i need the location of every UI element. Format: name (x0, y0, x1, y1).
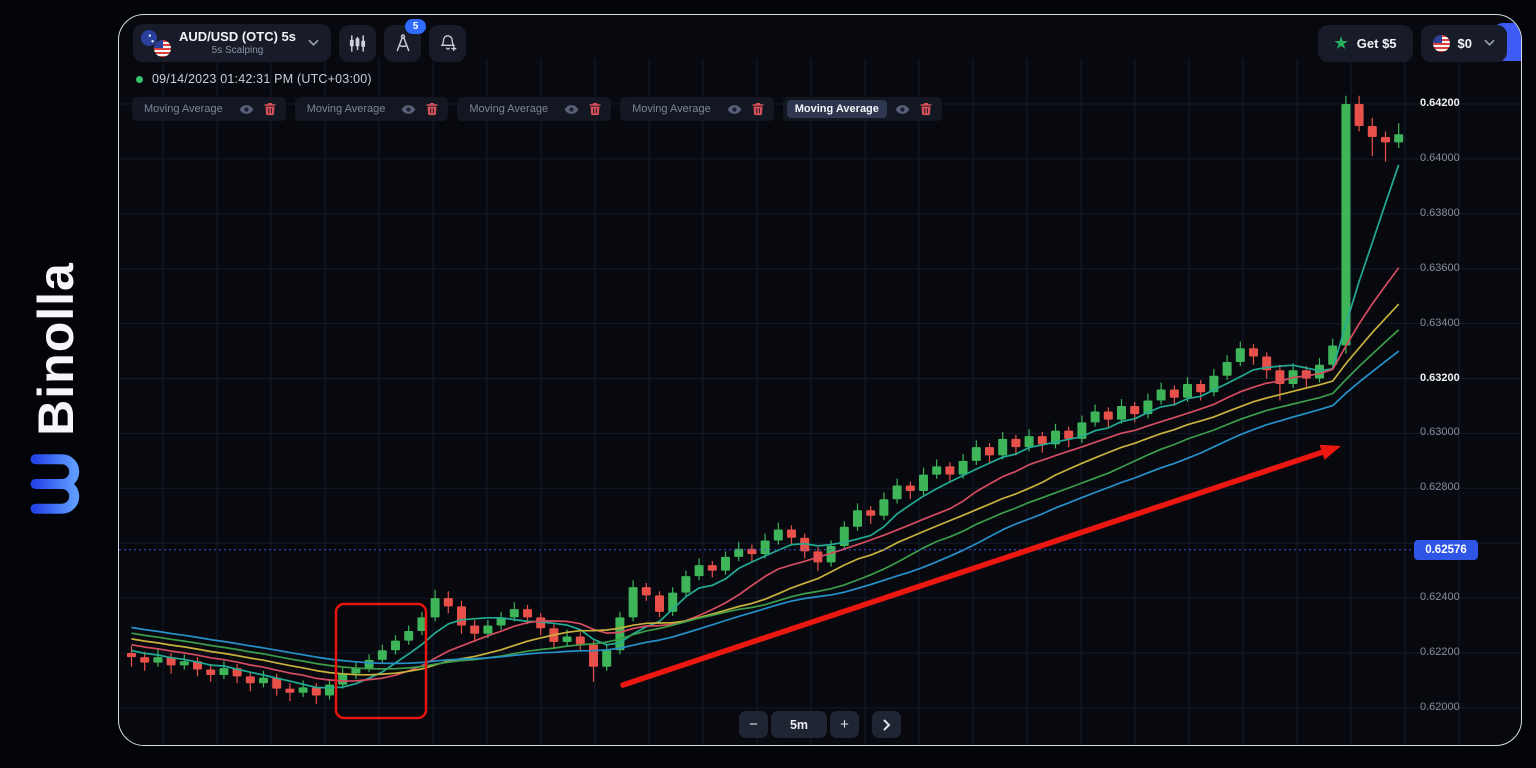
balance-amount: $0 (1457, 35, 1472, 51)
chart-toolbar: AUD/USD (OTC) 5s 5s Scalping 5 (119, 15, 1521, 71)
visibility-eye-icon[interactable] (893, 104, 912, 115)
price-tick-label: 0.62200 (1420, 646, 1460, 658)
drawing-tools-icon (396, 34, 409, 52)
ma-line (131, 329, 1400, 670)
usa-flag-icon (154, 40, 171, 57)
indicator-chip-label: Moving Average (144, 103, 223, 115)
pair-flags-icon (141, 28, 171, 58)
timeframe-controls: − 5m + (739, 711, 901, 738)
delete-trash-icon[interactable] (750, 102, 766, 116)
usa-flag-icon (1432, 34, 1450, 52)
price-tick-label: 0.62000 (1420, 700, 1460, 713)
chart-type-button[interactable] (339, 24, 377, 62)
candles-layer (127, 95, 1404, 704)
delete-trash-icon[interactable] (262, 102, 278, 116)
indicator-chip-label: Moving Average (632, 103, 711, 115)
trend-arrow-head (1319, 444, 1341, 460)
indicator-chips-row: Moving Average Moving Average Moving Avera… (132, 97, 942, 121)
ma-line (131, 350, 1400, 665)
get-bonus-button[interactable]: ★ Get $5 (1318, 24, 1413, 62)
live-dot-icon (136, 75, 143, 83)
delete-trash-icon[interactable] (424, 102, 440, 116)
price-tick-label: 0.63600 (1420, 261, 1460, 274)
ma-line (131, 303, 1400, 676)
brand-logo-icon (30, 454, 80, 514)
balance-button[interactable]: $0 (1420, 24, 1507, 62)
delete-trash-icon[interactable] (587, 102, 603, 116)
ma-line (131, 267, 1400, 682)
price-tick-label: 0.63200 (1420, 371, 1460, 384)
visibility-eye-icon[interactable] (725, 104, 744, 115)
star-icon: ★ (1334, 34, 1348, 52)
visibility-eye-icon[interactable] (399, 104, 418, 115)
get-bonus-label: Get $5 (1356, 35, 1397, 51)
delete-trash-icon[interactable] (918, 102, 934, 116)
grid-layer (119, 59, 1521, 745)
indicator-chip[interactable]: Moving Average (620, 97, 774, 121)
brand-rail: Binolla (0, 0, 118, 768)
bell-plus-icon (440, 35, 456, 52)
scroll-right-button[interactable] (872, 711, 901, 738)
price-tick-label: 0.62400 (1420, 591, 1460, 604)
price-tick-label: 0.64200 (1420, 97, 1460, 109)
visibility-eye-icon[interactable] (562, 104, 581, 115)
indicator-chip[interactable]: Moving Average (294, 97, 449, 121)
chevron-right-icon (883, 719, 890, 730)
highlight-box (334, 602, 428, 720)
indicators-button[interactable]: 5 (384, 18, 427, 62)
indicator-chip[interactable]: Moving Average (457, 97, 612, 121)
candlestick-icon (349, 34, 366, 52)
price-tick-label: 0.63000 (1420, 426, 1460, 439)
price-tick-label: 0.63800 (1420, 206, 1460, 219)
indicator-chip-label: Moving Average (306, 103, 386, 115)
indicator-chip-label: Moving Average (469, 103, 549, 115)
alerts-button[interactable] (429, 24, 467, 62)
trend-arrow-line (620, 449, 1325, 688)
price-chart[interactable] (119, 15, 1522, 746)
current-price-badge: 0.62576 (1414, 539, 1478, 560)
indicator-chip-label: Moving Average (786, 100, 887, 118)
indicator-chip[interactable]: Moving Average (782, 97, 942, 121)
indicators-count-badge: 5 (405, 18, 427, 34)
australia-flag-icon (141, 30, 157, 46)
trading-panel: AUD/USD (OTC) 5s 5s Scalping 5 (118, 14, 1522, 746)
ma-line (131, 164, 1400, 689)
timestamp-text: 09/14/2023 01:42:31 PM (UTC+03:00) (152, 72, 372, 86)
moving-averages-layer (131, 164, 1400, 689)
zoom-out-button[interactable]: − (739, 711, 768, 738)
asset-selector[interactable]: AUD/USD (OTC) 5s 5s Scalping (133, 24, 332, 62)
zoom-in-button[interactable]: + (830, 711, 859, 738)
timeframe-label: 5m (771, 711, 827, 738)
price-tick-label: 0.63400 (1420, 316, 1460, 329)
chart-timestamp: 09/14/2023 01:42:31 PM (UTC+03:00) (136, 72, 372, 86)
chevron-down-icon (1484, 39, 1495, 47)
indicator-chip[interactable]: Moving Average (132, 97, 286, 121)
brand-wordmark: Binolla (28, 262, 84, 436)
price-tick-label: 0.64000 (1420, 151, 1460, 164)
price-tick-label: 0.62800 (1420, 481, 1460, 494)
visibility-eye-icon[interactable] (237, 104, 256, 115)
asset-name: AUD/USD (OTC) 5s (179, 28, 297, 44)
chevron-down-icon (308, 39, 319, 47)
asset-mode: 5s Scalping (211, 44, 264, 56)
